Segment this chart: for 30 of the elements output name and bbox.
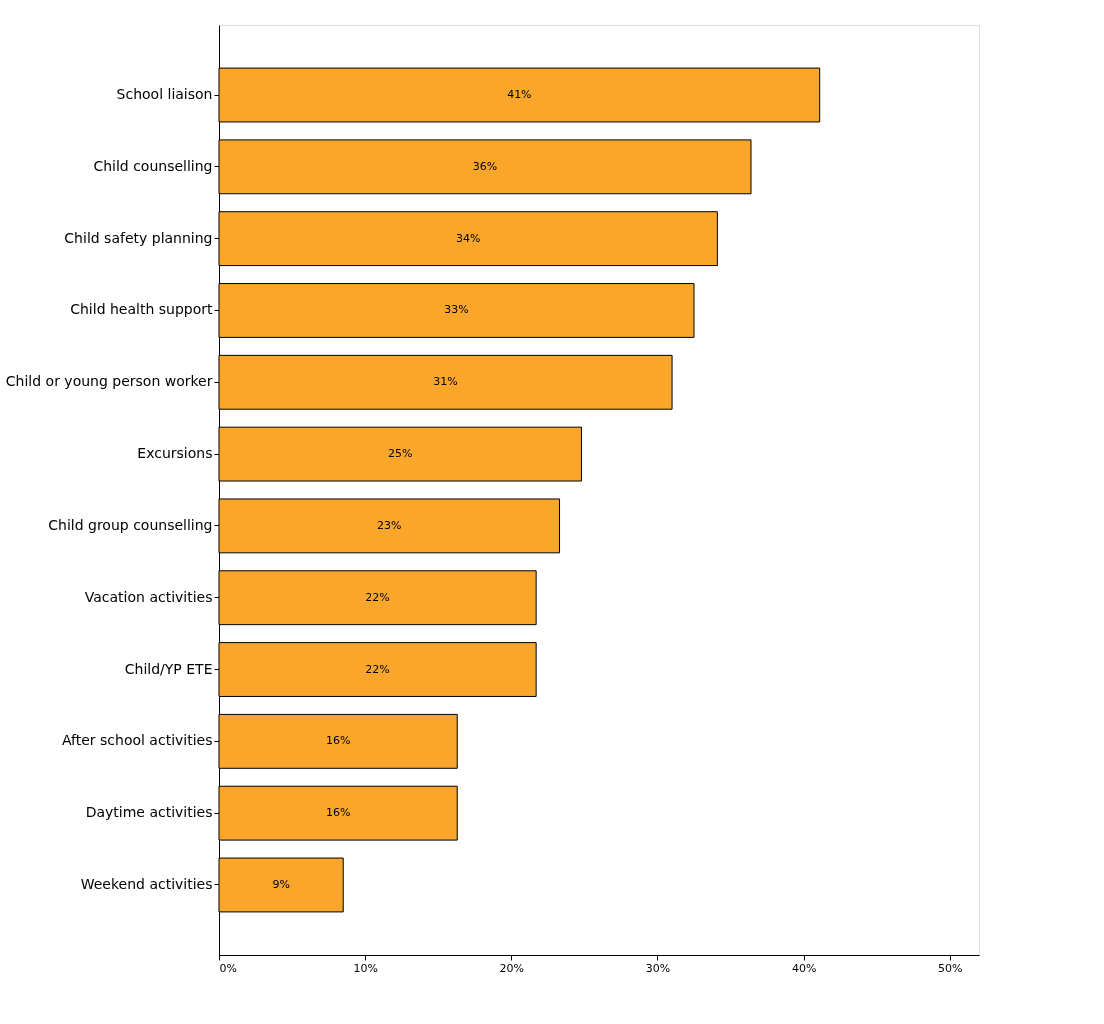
y-tick-label: Vacation activities (84, 588, 213, 605)
x-tick-label: 40% (791, 961, 817, 975)
data-label: 9% (272, 877, 290, 891)
data-label: 22% (365, 662, 390, 676)
x-tick-label: 30% (645, 961, 671, 975)
y-tick-label: School liaison (116, 86, 213, 103)
x-tick-label: 0% (219, 961, 237, 975)
data-label: 23% (377, 518, 402, 532)
y-tick-label: Weekend activities (80, 875, 213, 892)
y-tick-label: Child counselling (93, 157, 213, 174)
y-tick-label: After school activities (61, 732, 213, 749)
data-label: 36% (472, 159, 498, 173)
x-tick-label: 20% (499, 961, 525, 975)
data-label: 41% (507, 88, 532, 102)
y-tick-label: Child group counselling (48, 516, 213, 533)
data-label: 33% (444, 303, 469, 317)
y-tick-label: Excursions (137, 445, 213, 462)
data-label: 16% (325, 734, 351, 748)
data-label: 34% (455, 231, 481, 245)
data-label: 31% (433, 375, 458, 389)
y-tick-label: Child safety planning (64, 229, 213, 246)
data-label: 16% (325, 806, 351, 820)
y-tick-label: Child/YP ETE (124, 660, 213, 677)
y-tick-label: Child health support (70, 301, 213, 318)
y-tick-label: Daytime activities (85, 804, 213, 821)
data-label: 25% (388, 447, 413, 461)
data-label: 22% (365, 590, 390, 604)
x-tick-label: 10% (353, 961, 378, 975)
x-tick-label: 50% (938, 961, 963, 975)
y-tick-label: Child or young person worker (5, 373, 213, 390)
